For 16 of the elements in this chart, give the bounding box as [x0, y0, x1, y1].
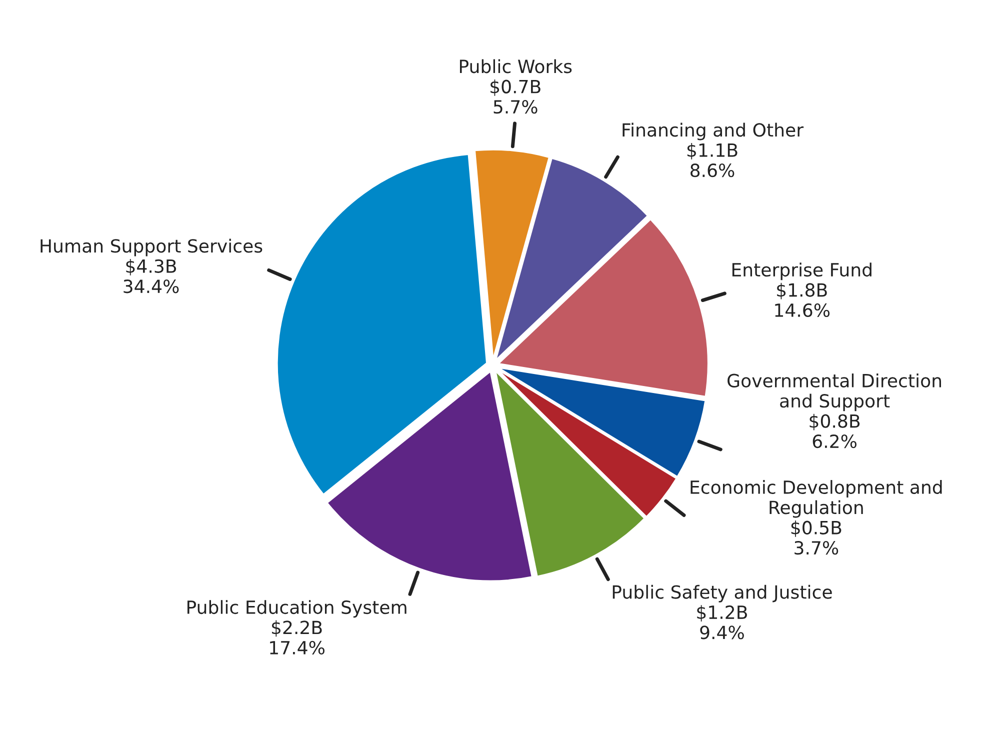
data-label: $1.2B 9.4% [697, 605, 747, 640]
data-label: $4.3B 34.4% [124, 258, 179, 294]
slice-label: Governmental Direction and Support [728, 373, 941, 412]
data-label: $1.8B 14.6% [775, 282, 830, 318]
slice-label: Public Education System [187, 600, 406, 618]
slice-label: Economic Development and Regulation [690, 480, 942, 518]
slice-label: Human Support Services [40, 238, 262, 256]
slice-label: Public Safety and Justice [612, 584, 832, 602]
slice-label: Financing and Other [622, 122, 804, 140]
data-label: $0.7B 5.7% [490, 79, 540, 114]
data-label: $0.8B 6.2% [810, 414, 860, 448]
data-label: $0.5B 3.7% [791, 520, 842, 555]
data-label: $2.2B 17.4% [270, 620, 324, 655]
slice-label: Enterprise Fund [732, 262, 872, 280]
slice-label: Public Works [460, 59, 572, 74]
data-label: $1.1B 8.6% [687, 142, 738, 178]
